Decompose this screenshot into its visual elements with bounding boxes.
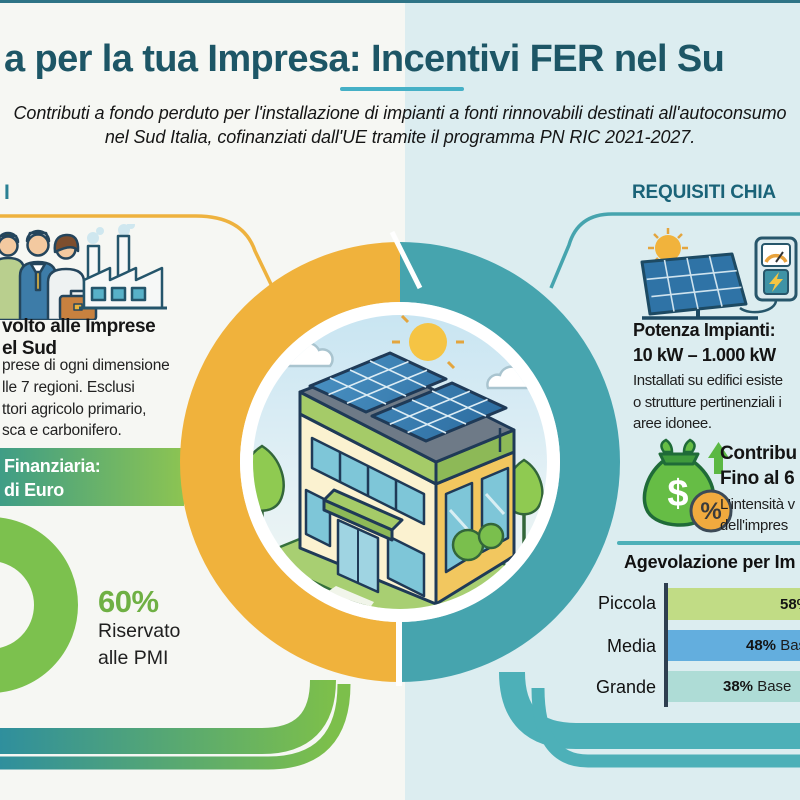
chart-bar-piccola: 58% Base bbox=[668, 588, 800, 620]
audience-description: prese di ogni dimensione lle 7 regioni. … bbox=[2, 355, 170, 442]
bar-value-grande: 38% bbox=[723, 678, 754, 695]
power-body-line3: aree idonee. bbox=[633, 415, 712, 432]
chart-title: Agevolazione per Im bbox=[624, 552, 796, 572]
subtitle-line-1: Contributi a fondo perduto per l'install… bbox=[13, 103, 787, 123]
funding-banner-line1: Finanziaria: bbox=[4, 456, 101, 476]
tree-left bbox=[253, 444, 285, 532]
chart-label-grande: Grande bbox=[595, 677, 656, 697]
audience-body-line1: prese di ogni dimensione bbox=[2, 357, 170, 374]
power-heading-line1: Potenza Impianti: bbox=[633, 320, 776, 340]
subtitle-line-2: nel Sud Italia, cofinanziati dall'UE tra… bbox=[104, 127, 696, 147]
power-body-line2: o strutture pertinenziali i bbox=[633, 393, 782, 411]
audience-title: volto alle Imprese el Sud bbox=[2, 316, 156, 360]
audience-body-line4: sca e carbonifero. bbox=[2, 422, 122, 440]
grant-heading-line1: Contribu bbox=[720, 443, 797, 464]
chart-axis-line bbox=[664, 583, 668, 707]
left-ribbon-band bbox=[0, 679, 351, 770]
bar-value-piccola: 58% bbox=[780, 595, 800, 613]
solar-panel-meter-icon bbox=[640, 228, 798, 320]
business-people-factory-icon bbox=[0, 224, 167, 320]
power-heading: Potenza Impianti: 10 kW – 1.000 kW bbox=[633, 318, 776, 368]
money-bag-icon: $ % bbox=[642, 438, 733, 533]
power-heading-line2: 10 kW – 1.000 kW bbox=[633, 345, 776, 365]
percent-glyph: % bbox=[700, 498, 721, 525]
audience-body-line2: lle 7 regioni. Esclusi bbox=[2, 378, 135, 396]
pmi-donut-chart bbox=[0, 517, 78, 693]
ring-seam-bottom bbox=[396, 614, 402, 686]
donut-caption-line1: Riservato bbox=[98, 620, 181, 642]
power-description: Installati su edifici esiste o strutture… bbox=[633, 370, 783, 435]
grant-body-line1: L'intensità v bbox=[720, 496, 795, 513]
audience-title-line2: el Sud bbox=[2, 338, 57, 359]
bar-value-media: 48% bbox=[746, 637, 777, 654]
donut-percentage: 60% bbox=[98, 584, 159, 619]
chart-label-media: Media bbox=[606, 636, 656, 656]
cloud-icon-left bbox=[280, 341, 334, 368]
top-border-line bbox=[0, 0, 800, 3]
page-title: a per la tua Impresa: Incentivi FER nel … bbox=[4, 38, 725, 80]
donut-caption-line2: alle PMI bbox=[98, 647, 169, 669]
audience-body-line3: ttori agricolo primario, bbox=[2, 400, 147, 418]
chart-label-piccola: Piccola bbox=[597, 593, 656, 613]
audience-title-line1: volto alle Imprese bbox=[2, 316, 156, 337]
bar-suffix-grande: Base bbox=[753, 678, 792, 695]
walkway bbox=[298, 586, 374, 609]
power-body-line1: Installati su edifici esiste bbox=[633, 372, 783, 389]
grant-body-line2: dell'impres bbox=[720, 517, 788, 534]
chart-bar-media: 48% Base bbox=[668, 630, 800, 661]
bar-suffix-media: Base bbox=[780, 637, 800, 654]
funding-banner: Finanziaria: di Euro bbox=[0, 448, 184, 506]
chart-top-divider bbox=[617, 541, 800, 545]
grant-heading: Contribu Fino al 6 bbox=[720, 441, 797, 491]
dollar-glyph: $ bbox=[667, 473, 688, 515]
right-section-header: REQUISITI CHIA bbox=[632, 182, 776, 203]
grant-description: L'intensità v dell'impres bbox=[720, 494, 795, 536]
donut-caption: Riservato alle PMI bbox=[98, 618, 180, 672]
chart-bar-grande: 38% Base bbox=[668, 671, 800, 702]
funding-banner-line2: di Euro bbox=[4, 480, 64, 500]
grant-heading-line2: Fino al 6 bbox=[720, 468, 795, 489]
ring-yellow-half bbox=[180, 242, 401, 682]
title-underline bbox=[340, 87, 464, 91]
left-section-header-fragment: I bbox=[4, 181, 10, 204]
